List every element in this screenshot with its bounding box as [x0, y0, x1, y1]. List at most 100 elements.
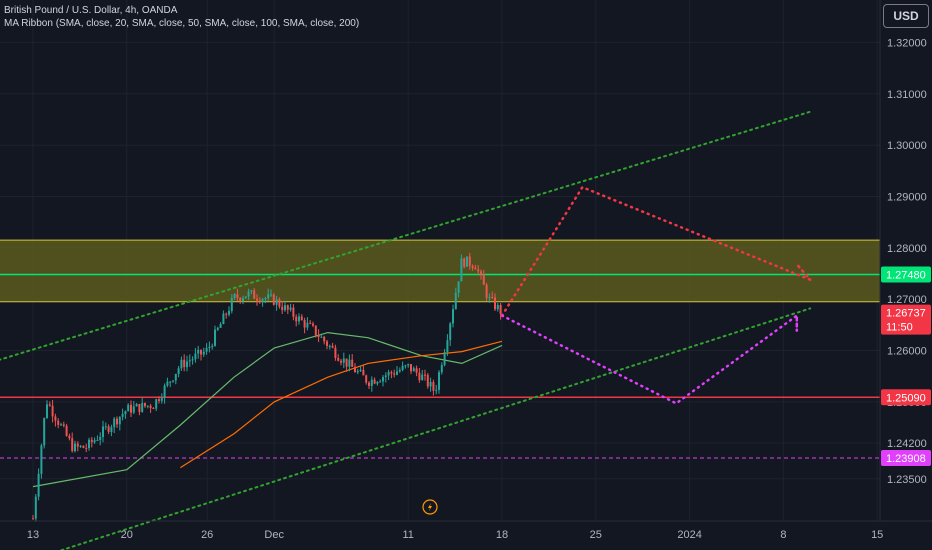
candle-body: [292, 307, 295, 317]
candle-body: [452, 309, 454, 324]
candle-body: [351, 359, 354, 367]
candle-body: [345, 358, 348, 367]
candle-body: [191, 359, 194, 361]
currency-button[interactable]: USD: [883, 4, 929, 28]
time-tick-label: Dec: [264, 529, 284, 541]
indicator-title[interactable]: MA Ribbon (SMA, close, 20, SMA, close, 5…: [4, 18, 360, 29]
channel-line: [0, 110, 812, 361]
candle-body: [348, 359, 351, 367]
candle-body: [342, 358, 345, 363]
candle-body: [485, 284, 488, 299]
candle-body: [390, 372, 393, 374]
price-tick-label: 1.27000: [887, 294, 927, 306]
horizontal-levels: [0, 273, 880, 459]
candle-body: [135, 403, 138, 407]
candle-body: [219, 324, 222, 328]
candle-body: [407, 364, 410, 366]
candle-body: [401, 365, 404, 371]
candle-body: [166, 381, 169, 386]
candle-body: [373, 379, 376, 384]
price-tick-label: 1.24200: [887, 438, 927, 450]
candle-body: [337, 357, 340, 361]
candle-body: [418, 372, 421, 381]
candle-body: [32, 518, 34, 520]
candle-body: [387, 372, 390, 376]
candle-body: [102, 426, 104, 437]
candle-body: [365, 375, 368, 383]
candle-body: [174, 373, 177, 381]
candle-body: [37, 473, 40, 497]
candle-body: [300, 316, 303, 321]
symbol-title[interactable]: British Pound / U.S. Dollar, 4h, OANDA: [4, 5, 178, 16]
candle-body: [160, 397, 163, 401]
time-tick-label: 18: [496, 529, 508, 541]
candle-body: [496, 304, 499, 310]
candle-body: [186, 361, 188, 368]
candle-body: [328, 345, 331, 347]
candle-body: [278, 299, 281, 307]
candle-body: [124, 411, 127, 414]
time-tick-label: 26: [201, 529, 213, 541]
candle-body: [356, 371, 359, 373]
ma-ribbon: [32, 331, 503, 488]
candle-body: [303, 320, 306, 328]
time-tick-label: 8: [780, 529, 786, 541]
candle-body: [169, 381, 172, 383]
trend-channel: [0, 110, 812, 550]
candle-body: [60, 424, 62, 426]
candle-body: [424, 374, 426, 376]
candle-body: [65, 425, 68, 436]
price-tags: 1.27480 1.26737 11:50 1.25090 1.23908: [881, 266, 931, 466]
candle-body: [250, 290, 253, 292]
candle-body: [158, 399, 160, 401]
candle-body: [370, 379, 373, 386]
candle-body: [130, 404, 132, 413]
candle-body: [379, 381, 382, 383]
time-axis[interactable]: 132026Dec111825202481522: [27, 529, 932, 541]
price-axis[interactable]: 1.32000 1.31000 1.30000 1.29000 1.28000 1.270…: [887, 37, 927, 486]
price-tick-label: 1.26000: [887, 346, 927, 358]
price-tick-label: 1.31000: [887, 89, 927, 101]
candles: [32, 252, 502, 522]
candle-body: [449, 323, 452, 341]
candle-body: [225, 313, 228, 315]
candle-body: [90, 439, 93, 443]
candle-body: [359, 369, 362, 372]
candle-body: [499, 304, 502, 314]
candle-body: [138, 403, 141, 412]
candle-body: [412, 368, 415, 372]
candle-body: [239, 298, 242, 301]
candle-body: [396, 371, 398, 375]
candle-body: [242, 298, 244, 301]
candle-body: [415, 368, 418, 373]
candle-body: [104, 426, 107, 428]
time-tick-label: 13: [27, 529, 39, 541]
candle-body: [410, 364, 412, 372]
candle-body: [258, 300, 261, 303]
candle-body: [76, 443, 79, 447]
candle-body: [398, 370, 401, 372]
candle-body: [312, 323, 314, 326]
candle-body: [141, 402, 144, 412]
price-tag-label: 1.26737: [886, 308, 926, 320]
price-tick-label: 1.28000: [887, 243, 927, 255]
candle-body: [480, 271, 482, 275]
candle-body: [79, 445, 82, 447]
candle-body: [471, 265, 474, 268]
time-tick-label: 15: [871, 529, 883, 541]
price-tag-label: 1.27480: [886, 270, 926, 282]
price-tag-label: 1.25090: [886, 392, 926, 404]
candle-body: [188, 360, 191, 362]
candle-body: [340, 360, 342, 363]
time-tick-label: 2024: [677, 529, 701, 541]
lightning-icon[interactable]: [422, 499, 438, 515]
candle-body: [163, 385, 166, 398]
candle-body: [205, 348, 208, 352]
candle-body: [298, 316, 300, 322]
price-tag-box: [881, 449, 931, 466]
candle-body: [426, 374, 429, 387]
candle-body: [144, 402, 146, 407]
candle-body: [429, 381, 432, 387]
time-tick-label: 11: [402, 529, 413, 541]
